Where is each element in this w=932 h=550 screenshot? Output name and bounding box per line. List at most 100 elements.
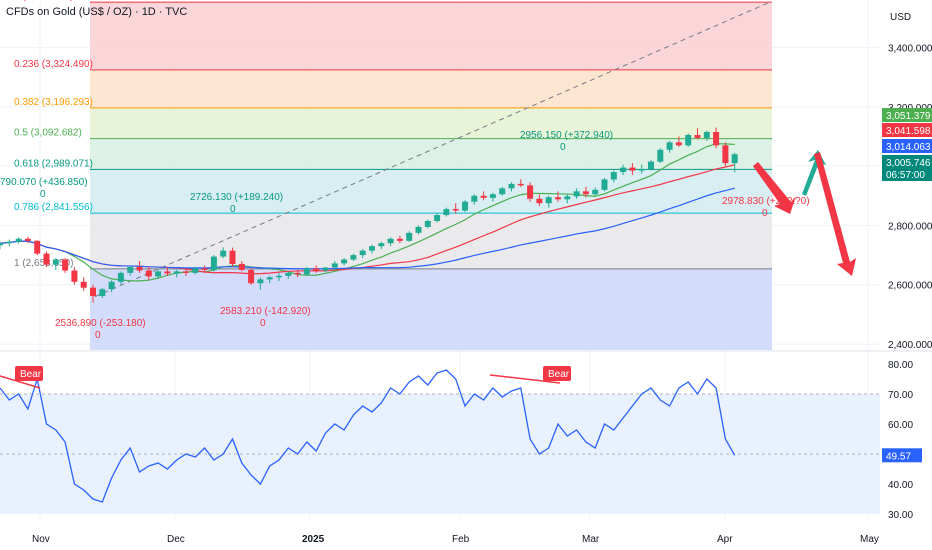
rsi-value-label: 49.57	[886, 451, 911, 462]
candle-body	[592, 189, 599, 195]
candle-body	[536, 198, 543, 204]
candle-body	[452, 209, 459, 211]
candle-body	[173, 271, 180, 274]
fib-label: 0.236 (3,324.490)	[14, 59, 93, 70]
candle-body	[43, 253, 50, 265]
time-axis-label: May	[860, 534, 879, 545]
fib-band	[90, 268, 772, 350]
candle-body	[508, 183, 515, 189]
candle-body	[164, 271, 171, 274]
candle-body	[303, 268, 310, 275]
rsi-pane[interactable]: Bear Bear	[0, 350, 932, 514]
currency-label: USD	[890, 12, 911, 23]
rsi-axis-label: 80.00	[888, 360, 913, 371]
candle-body	[99, 289, 106, 297]
candle-body	[657, 149, 664, 162]
candle-body	[378, 243, 385, 247]
candle-body	[638, 169, 645, 171]
moving-average-line	[0, 187, 735, 270]
fib-label: 0.618 (2,989.071)	[14, 158, 93, 169]
rsi-axis-label: 60.00	[888, 420, 913, 431]
candle-body	[601, 179, 608, 190]
price-tag	[882, 167, 932, 181]
candle-body	[24, 238, 31, 241]
price-tag-label: 3,041.598	[886, 126, 931, 137]
pivot-annotation-sub: 0	[260, 318, 266, 329]
rsi-line	[0, 369, 736, 503]
candle-body	[424, 220, 431, 227]
candle-body	[666, 142, 673, 150]
candle-body	[694, 134, 701, 138]
candle-body	[52, 259, 59, 265]
candle-body	[210, 256, 217, 270]
time-axis-label: Apr	[717, 534, 733, 545]
down-arrow-2	[814, 152, 856, 276]
price-pane[interactable]: 0 (3,553.412) 0.236 (3,324.490) 0.382 (3,1…	[0, 0, 880, 520]
candle-body	[387, 238, 394, 244]
candle-body	[341, 259, 348, 264]
candle-body	[443, 209, 450, 216]
price-axis-label: 2,400.000	[888, 340, 932, 351]
bear-tag-label: Bear	[20, 369, 42, 380]
pivot-annotation: 2726.130 (+189.240)	[190, 192, 283, 203]
candle-body	[713, 131, 720, 146]
time-axis-label: Dec	[167, 534, 185, 545]
candle-body	[220, 250, 227, 257]
price-axis-label: 3,400.000	[888, 43, 932, 54]
candle-body	[731, 154, 738, 164]
down-arrow-1	[753, 162, 796, 214]
price-tag-label: 3,005.746	[886, 158, 931, 169]
candle-body	[322, 267, 329, 271]
candle-body	[610, 172, 617, 180]
candle-body	[573, 191, 580, 197]
pivot-annotation-sub: 0	[560, 142, 566, 153]
candle-body	[499, 188, 506, 195]
fib-band	[90, 69, 772, 108]
time-axis-label: Mar	[582, 534, 600, 545]
candle-body	[471, 195, 478, 202]
axes: 2,400.0002,600.0002,800.0003,000.0003,20…	[32, 43, 932, 545]
pivot-annotation: 790.070 (+436.850)	[0, 177, 88, 188]
candle-body	[0, 243, 3, 246]
fib-label: 0 (3,553.412)	[14, 0, 74, 2]
time-axis-label: Feb	[452, 534, 470, 545]
pivot-annotation-sub: 0	[230, 204, 236, 215]
candle-body	[136, 266, 143, 271]
candle-body	[238, 263, 245, 270]
price-tag-label: 06:57:00	[886, 170, 925, 181]
time-axis-label: Nov	[32, 534, 50, 545]
price-tag	[882, 108, 932, 122]
time-axis-label: 2025	[302, 534, 325, 545]
candle-body	[545, 197, 552, 204]
price-tag-label: 3,051.379	[886, 111, 931, 122]
candle-body	[629, 167, 636, 171]
candle-body	[155, 271, 162, 277]
fib-label: 0.382 (3,196.293)	[14, 97, 93, 108]
rsi-axis-label: 30.00	[888, 510, 913, 521]
dashed-trendline	[94, 1, 771, 298]
pivot-annotation: 2956.150 (+372.940)	[520, 130, 613, 141]
fib-band	[90, 213, 772, 269]
candle-body	[6, 241, 13, 244]
candle-body	[462, 201, 468, 211]
candle-body	[675, 142, 682, 146]
candle-body	[145, 270, 152, 277]
chart-title: CFDs on Gold (US$ / OZ) · 1D · TVC	[6, 6, 188, 18]
price-axis-label: 2,800.000	[888, 221, 932, 232]
fib-label: 0.786 (2,841.556)	[14, 202, 93, 213]
candle-body	[620, 167, 627, 173]
candle-body	[257, 279, 264, 284]
candle-body	[722, 145, 729, 164]
candle-body	[415, 226, 422, 233]
fib-band	[90, 107, 772, 139]
bear-divergence-line	[489, 374, 561, 384]
candle-body	[90, 287, 96, 297]
pivot-annotation: 2583.210 (-142.920)	[220, 306, 311, 317]
candle-body	[517, 183, 524, 186]
candle-body	[480, 195, 487, 198]
rsi-axis-label: 70.00	[888, 390, 913, 401]
candle-body	[555, 197, 561, 200]
pivot-annotation: 2536.890 (-253.180)	[55, 318, 146, 329]
pivot-annotation-sub: 0	[762, 208, 768, 219]
